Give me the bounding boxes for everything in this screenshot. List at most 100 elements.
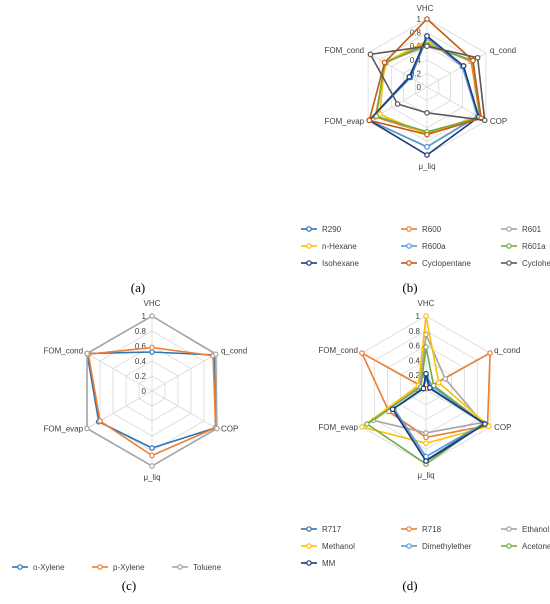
legend-item: Acetone [501, 542, 550, 551]
data-point [149, 445, 155, 451]
radar-panel-3: (c) 0 0.2 0.4 0.6 0.8 1 VHC q_cond COP μ_liq FOM_ev… [12, 299, 247, 593]
axis-label: VHC [417, 4, 434, 13]
data-point [381, 59, 388, 66]
legend-swatch-marker [97, 564, 103, 570]
data-point [359, 350, 365, 356]
legend-item: o-Xylene [12, 563, 65, 572]
legend-item: Cyclopentane [401, 259, 471, 268]
legend-swatch-marker [306, 260, 312, 266]
data-point [373, 113, 380, 120]
data-point [474, 54, 481, 61]
axis-label: VHC [418, 299, 435, 308]
legend-label: R717 [322, 525, 342, 534]
legend-label: Cyclohexane [522, 259, 550, 268]
legend: o-Xylene p-Xylene Toluene [12, 563, 222, 572]
legend-swatch-marker [406, 226, 412, 232]
data-point [394, 101, 401, 107]
legend-swatch-marker [506, 260, 512, 266]
legend-label: R600 [422, 225, 442, 234]
series-mm [389, 370, 488, 464]
legend-label: R601 [522, 225, 542, 234]
legend-label: Cyclopentane [422, 259, 471, 268]
data-point [364, 421, 370, 427]
data-point [149, 452, 155, 459]
legend-swatch-marker [306, 560, 312, 566]
data-point [389, 406, 396, 413]
data-point [84, 350, 90, 357]
tick-label: 0.4 [135, 357, 147, 366]
axis-label: μ_liq [417, 471, 434, 480]
legend-label: R600a [422, 242, 446, 251]
legend: R717 R718 Ethanol Methanol Dimethylether Acet… [301, 525, 550, 568]
legend-item: Methanol [301, 542, 355, 551]
legend-swatch-marker [406, 526, 412, 532]
legend-label: n-Hexane [322, 242, 357, 251]
legend-label: Isohexane [322, 259, 359, 268]
legend-swatch-marker [406, 543, 412, 549]
tick-label: 0 [416, 386, 421, 395]
legend-label: Ethanol [522, 525, 549, 534]
legend-item: R718 [401, 525, 442, 534]
legend-swatch-marker [177, 564, 183, 570]
legend-item: R717 [301, 525, 342, 534]
data-point [149, 463, 155, 469]
legend-label: Dimethylether [422, 542, 472, 551]
tick-label: 0.8 [409, 327, 421, 336]
legend-swatch-marker [506, 543, 512, 549]
legend-swatch-marker [506, 243, 512, 249]
data-point [481, 117, 488, 124]
data-point [214, 425, 220, 432]
axis-label: FOM_evap [43, 425, 83, 434]
legend-swatch-marker [306, 226, 312, 232]
panel-label: (d) [402, 578, 417, 593]
data-point [424, 110, 430, 116]
legend-label: o-Xylene [33, 563, 65, 572]
data-point [367, 51, 374, 58]
legend-item: Toluene [172, 563, 222, 572]
data-point [149, 313, 155, 319]
axis-label: FOM_cond [43, 347, 83, 356]
axis-label: μ_liq [143, 473, 160, 482]
data-point [84, 425, 90, 432]
data-point [423, 313, 429, 319]
legend-item: Isohexane [301, 259, 359, 268]
legend-label: R718 [422, 525, 442, 534]
radar-panel-1: (a) [131, 280, 145, 295]
data-point [423, 344, 429, 350]
data-point [97, 418, 103, 424]
legend-item: Ethanol [501, 525, 549, 534]
legend-item: p-Xylene [92, 563, 145, 572]
axis-label: q_cond [494, 346, 520, 355]
legend-item: n-Hexane [301, 242, 357, 251]
grid-spoke [151, 353, 218, 392]
data-point [149, 349, 155, 355]
tick-label: 1 [417, 15, 422, 24]
data-point [424, 131, 430, 138]
legend-item: R601a [501, 242, 546, 251]
data-point [423, 370, 429, 377]
tick-label: 0.2 [409, 371, 421, 380]
legend-swatch-marker [306, 543, 312, 549]
series-cyclohexane [367, 43, 488, 124]
panel-label: (a) [131, 280, 145, 295]
grid-spoke [86, 353, 153, 392]
data-point [424, 16, 430, 22]
axis-label: q_cond [490, 46, 516, 55]
data-point [442, 376, 449, 382]
tick-label: 1 [416, 312, 421, 321]
data-point [470, 57, 476, 64]
data-point [424, 33, 430, 39]
legend-item: R290 [301, 225, 342, 234]
legend-swatch-marker [506, 226, 512, 232]
axis-label: FOM_evap [325, 117, 365, 126]
axis-label: q_cond [221, 347, 247, 356]
legend-item: R600a [401, 242, 446, 251]
axis-label: μ_liq [418, 162, 435, 171]
tick-label: 0.8 [135, 327, 147, 336]
axis-label: FOM_cond [325, 46, 365, 55]
tick-label: 0 [417, 83, 422, 92]
grid-spoke [151, 390, 218, 429]
legend-swatch-marker [306, 243, 312, 249]
